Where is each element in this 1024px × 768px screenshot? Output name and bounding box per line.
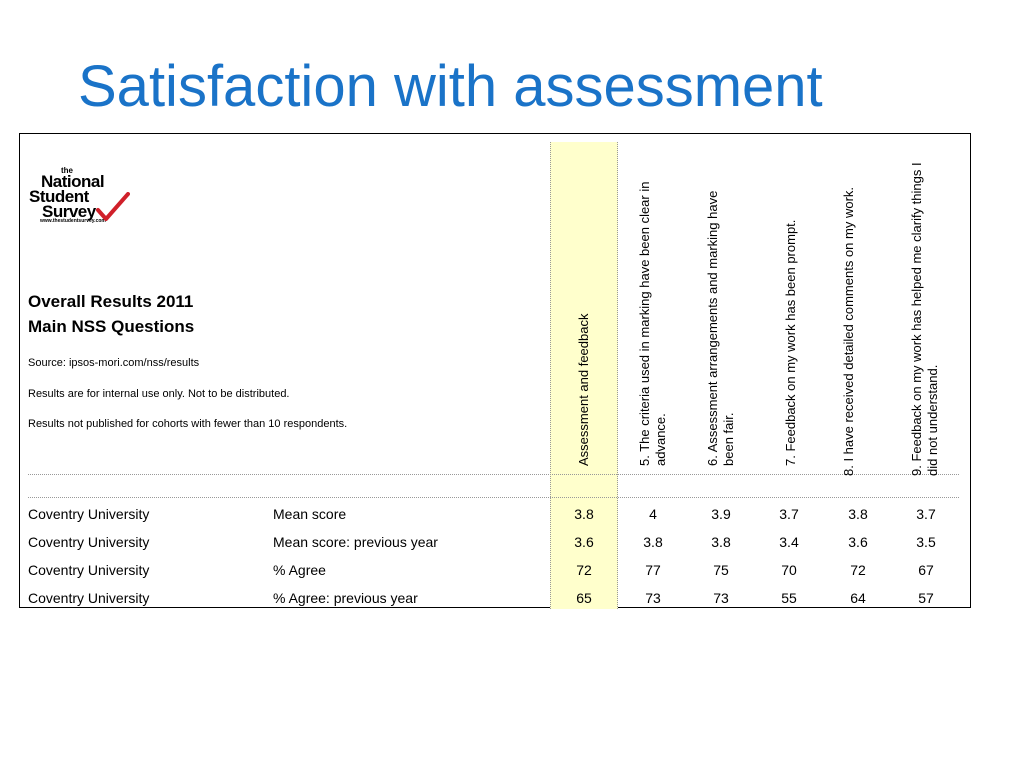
row1-institution: Coventry University <box>28 506 150 522</box>
col-header-q6: 6. Assessment arrangements and marking h… <box>705 190 736 466</box>
row3-measure: % Agree <box>273 562 326 578</box>
row1-value-q9: 3.7 <box>916 506 936 522</box>
row4-value-q8: 64 <box>850 590 866 606</box>
nss-logo: the National Student Survey www.thestude… <box>28 166 132 224</box>
row3-value-q8: 72 <box>850 562 866 578</box>
row3-institution: Coventry University <box>28 562 150 578</box>
row1-measure: Mean score <box>273 506 347 522</box>
row1-value-q8: 3.8 <box>848 506 868 522</box>
divider-bottom <box>28 497 959 498</box>
logo-student: Student <box>29 187 89 206</box>
row2-value-q8: 3.6 <box>848 534 868 550</box>
row1-value-q7: 3.7 <box>779 506 799 522</box>
row4-value-q6: 73 <box>713 590 729 606</box>
col-header-q9: 9. Feedback on my work has helped me cla… <box>909 162 940 476</box>
checkmark-icon <box>96 192 130 221</box>
logo-url: www.thestudentsurvey.com <box>40 218 106 224</box>
row2-value-assessment: 3.6 <box>574 534 594 550</box>
row3-value-assessment: 72 <box>576 562 592 578</box>
row2-value-q5: 3.8 <box>643 534 663 550</box>
row3-value-q7: 70 <box>781 562 797 578</box>
col-header-q8: 8. I have received detailed comments on … <box>841 186 856 476</box>
row2-value-q6: 3.8 <box>711 534 731 550</box>
row1-value-assessment: 3.8 <box>574 506 594 522</box>
note-source: Source: ipsos-mori.com/nss/results <box>28 357 200 369</box>
row3-value-q9: 67 <box>918 562 934 578</box>
heading-overall-results: Overall Results 2011 <box>28 292 194 311</box>
row2-value-q9: 3.5 <box>916 534 936 550</box>
heading-main-questions: Main NSS Questions <box>28 317 195 336</box>
note-internal-use: Results are for internal use only. Not t… <box>28 388 290 400</box>
note-cohorts: Results not published for cohorts with f… <box>28 418 348 430</box>
row4-value-q9: 57 <box>918 590 934 606</box>
logo-national: National <box>41 172 105 191</box>
col-header-q5: 5. The criteria used in marking have bee… <box>637 181 668 466</box>
logo-the: the <box>61 166 73 175</box>
row2-institution: Coventry University <box>28 534 150 550</box>
col-header-q7: 7. Feedback on my work has been prompt. <box>783 219 798 466</box>
row4-measure: % Agree: previous year <box>273 590 418 606</box>
col-header-assessment-feedback: Assessment and feedback <box>576 313 591 466</box>
row2-value-q7: 3.4 <box>779 534 799 550</box>
highlight-column <box>550 142 618 609</box>
slide-title: Satisfaction with assessment <box>78 54 823 119</box>
row4-institution: Coventry University <box>28 590 150 606</box>
divider-top <box>28 474 959 475</box>
row3-value-q5: 77 <box>645 562 661 578</box>
row4-value-q5: 73 <box>645 590 661 606</box>
row1-value-q5: 4 <box>649 506 657 522</box>
row3-value-q6: 75 <box>713 562 729 578</box>
row2-measure: Mean score: previous year <box>273 534 438 550</box>
results-panel: the National Student Survey www.thestude… <box>19 133 971 609</box>
row4-value-q7: 55 <box>781 590 797 606</box>
logo-survey: Survey <box>42 202 96 221</box>
row4-value-assessment: 65 <box>576 590 592 606</box>
row1-value-q6: 3.9 <box>711 506 731 522</box>
